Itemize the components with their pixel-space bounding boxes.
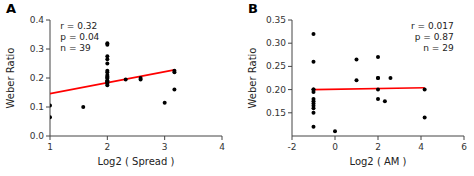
x-tick [464,136,465,140]
x-tick-label: 4 [418,142,424,152]
scatter-point [388,76,392,80]
scatter-point [376,76,380,80]
y-axis-label: Weber Ratio [247,48,258,109]
panel-title: B [248,1,258,16]
scatter-point [139,76,143,80]
x-tick-label: 4 [219,142,225,152]
scatter-point [105,62,109,66]
scatter-point [105,69,109,73]
y-tick-label: 0.0 [30,131,45,141]
y-axis-line [292,20,293,136]
scatter-point [124,77,128,81]
x-tick-label: 6 [461,142,467,152]
y-tick-label: 0.1 [30,102,44,112]
scatter-point [312,125,316,129]
y-tick [46,20,50,21]
annotation: r = 0.32p = 0.04n = 39 [60,21,99,53]
annotation: r = 0.017p = 0.87n = 29 [411,21,454,53]
scatter-point [312,88,316,92]
y-tick [288,20,292,21]
scatter-point [312,88,316,92]
x-tick-label: 0 [332,142,338,152]
scatter-point [376,55,380,59]
y-tick-label: 0.20 [266,85,286,95]
x-tick [292,136,293,140]
scatter-point [172,88,176,92]
scatter-point [376,88,380,92]
x-tick [50,136,51,140]
y-tick-label: 0.3 [30,44,44,54]
scatter-point [312,97,316,101]
scatter-point [312,60,316,64]
y-axis-label: Weber Ratio [5,48,16,109]
x-tick [107,136,108,140]
x-tick-label: -2 [288,142,297,152]
x-tick [222,136,223,140]
x-tick [421,136,422,140]
y-tick [288,43,292,44]
scatter-point [105,41,109,45]
y-tick-label: 0.2 [30,73,44,83]
x-axis-label: Log2 ( AM ) [349,156,406,167]
y-tick [46,49,50,50]
scatter-point [423,88,427,92]
scatter-point [172,69,176,73]
scatter-point [105,54,109,58]
panel: 1 2 3 4 0.0 0.1 0.2 0.3 0.4 Log2 ( Spread ) Weber … [5,1,225,167]
scatter-point [81,105,85,109]
scatter-point [50,115,52,119]
scatter-point [376,97,380,101]
y-tick-label: 0.4 [30,15,45,25]
plot-area [312,32,427,133]
panel-title: A [6,1,16,16]
y-tick [46,136,50,137]
chart-canvas: 1 2 3 4 0.0 0.1 0.2 0.3 0.4 Log2 ( Spread ) Weber … [0,0,474,176]
scatter-point [423,115,427,119]
scatter-point [355,78,359,82]
y-tick [46,107,50,108]
x-tick [164,136,165,140]
x-tick [335,136,336,140]
x-tick-label: 2 [104,142,110,152]
scatter-point [312,111,316,115]
y-tick-label: 0.35 [266,15,286,25]
y-tick-label: 0.25 [266,61,286,71]
x-axis-line [50,136,222,137]
y-tick [288,89,292,90]
scatter-point [355,57,359,61]
x-tick-label: 3 [162,142,168,152]
y-tick-label: 0.15 [266,108,286,118]
y-tick-label: 0.30 [266,38,286,48]
x-tick-label: 2 [375,142,381,152]
x-tick-label: 1 [47,142,53,152]
y-tick [288,112,292,113]
scatter-point [312,32,316,36]
panel: -2 0 2 4 6 0.15 0.20 0.25 0.30 0.35 Log2 ( AM ) Web… [247,1,467,167]
y-tick [46,78,50,79]
x-axis-label: Log2 ( Spread ) [98,156,175,167]
scatter-point [50,104,52,108]
scatter-point [383,99,387,103]
y-tick [288,66,292,67]
fit-line [50,70,174,94]
plot-area [50,41,176,119]
scatter-point [333,129,337,133]
x-tick [378,136,379,140]
fit-line [314,88,425,90]
scatter-point [376,76,380,80]
scatter-point [163,101,167,105]
